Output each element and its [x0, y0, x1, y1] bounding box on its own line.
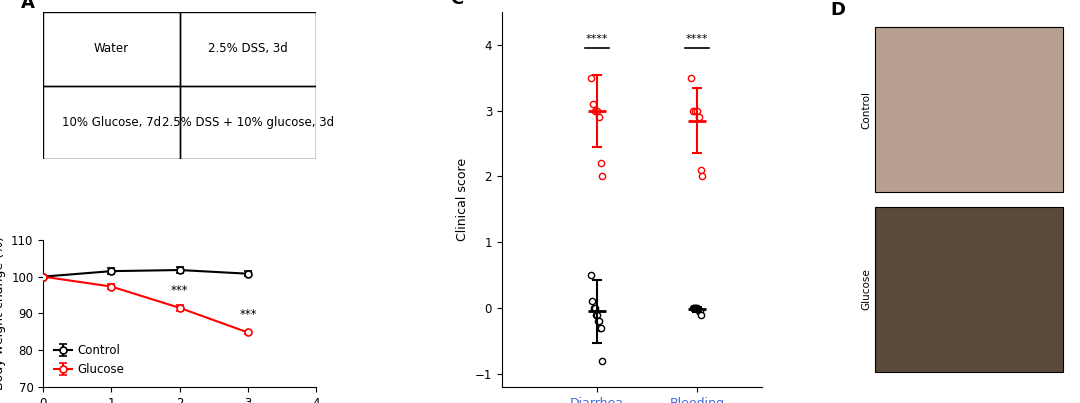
Bar — [179, 12, 316, 85]
Text: Water: Water — [94, 42, 129, 55]
Bar — [43, 85, 179, 159]
Y-axis label: Body weight change (%): Body weight change (%) — [0, 237, 5, 391]
Text: ****: **** — [686, 34, 708, 44]
Legend: Control, Glucose: Control, Glucose — [49, 340, 129, 381]
Text: 10% Glucose, 7d: 10% Glucose, 7d — [62, 116, 161, 129]
Bar — [875, 27, 1063, 192]
Y-axis label: Clinical score: Clinical score — [456, 158, 469, 241]
Text: 2.5% DSS + 10% glucose, 3d: 2.5% DSS + 10% glucose, 3d — [162, 116, 334, 129]
Text: Glucose: Glucose — [862, 268, 872, 310]
Text: ***: *** — [239, 308, 257, 322]
Text: A: A — [22, 0, 36, 12]
Bar — [179, 85, 316, 159]
Bar — [875, 207, 1063, 372]
Text: Control: Control — [862, 91, 872, 129]
Text: C: C — [450, 0, 463, 8]
Text: D: D — [831, 1, 846, 19]
Text: 2.5% DSS, 3d: 2.5% DSS, 3d — [208, 42, 288, 55]
Text: ***: *** — [171, 284, 189, 297]
Text: ****: **** — [585, 34, 608, 44]
Bar — [43, 12, 179, 85]
